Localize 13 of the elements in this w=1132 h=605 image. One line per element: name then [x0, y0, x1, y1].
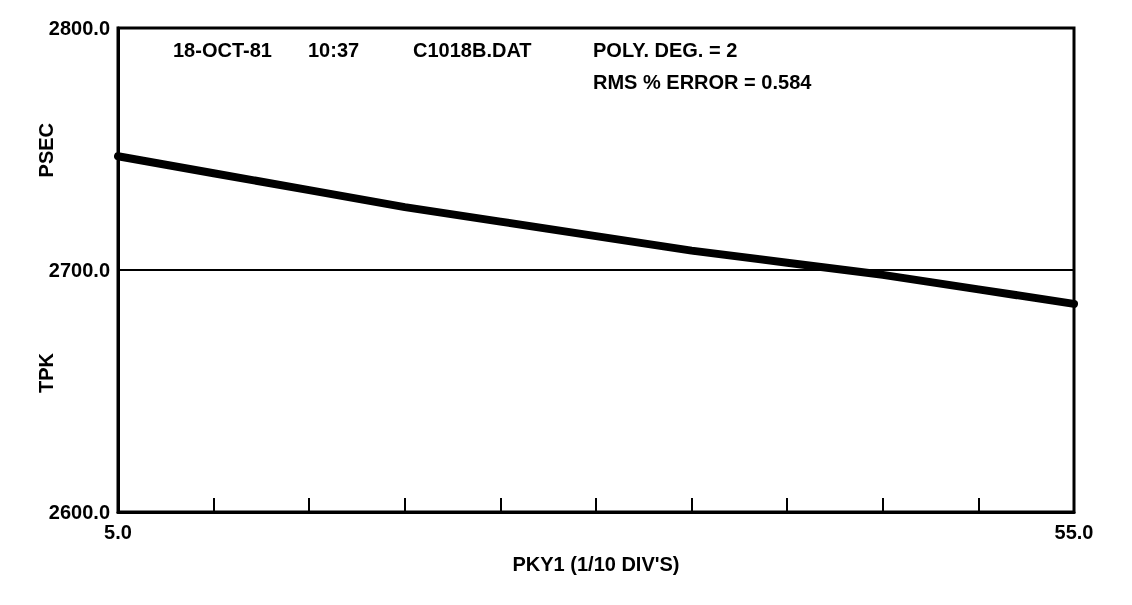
- y-tick-label: 2800.0: [48, 17, 110, 39]
- x-axis-title: PKY1 (1/10 DIV'S): [512, 553, 680, 575]
- y-tick-label: 2700.0: [48, 259, 110, 281]
- annotation: C1018B.DAT: [413, 39, 532, 61]
- x-tick-label: 55.0: [1054, 521, 1094, 543]
- annotation: RMS % ERROR = 0.584: [593, 71, 813, 93]
- annotation: 10:37: [308, 39, 360, 61]
- annotation: POLY. DEG. = 2: [593, 39, 738, 61]
- text: TPK: [35, 352, 57, 393]
- x-tick-label: 5.0: [104, 521, 132, 543]
- y-axis-title: PSEC: [35, 122, 57, 178]
- y-tick-label: 2600.0: [48, 501, 110, 523]
- annotation: 18-OCT-81: [173, 39, 272, 61]
